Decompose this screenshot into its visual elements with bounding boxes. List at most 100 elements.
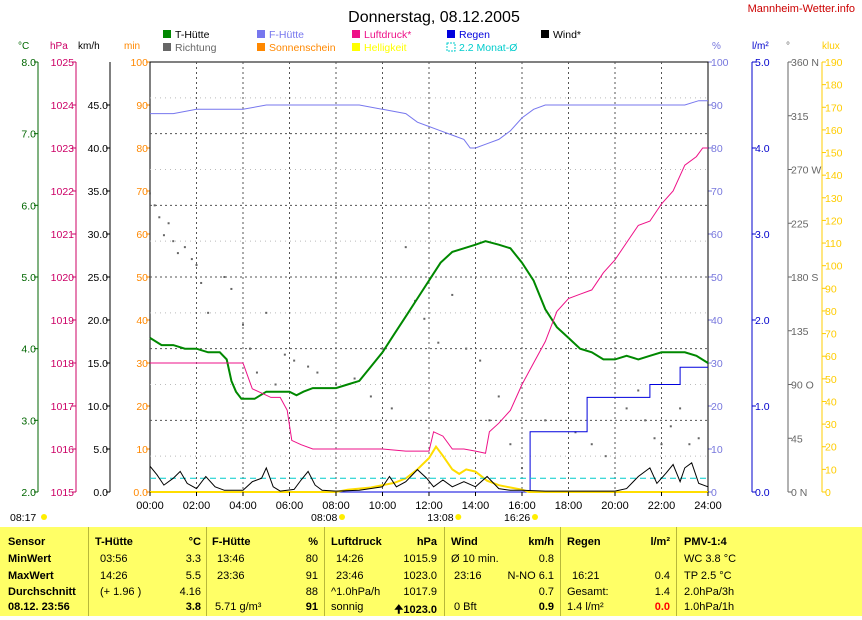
r-total-label: Gesamt: <box>567 586 609 598</box>
direction-point <box>353 377 356 380</box>
f-avg-value: 88 <box>305 586 318 598</box>
direction-point <box>274 383 277 386</box>
p-header: Luftdruck <box>331 536 382 548</box>
humidity_pct-tick-label: 80 <box>711 143 723 155</box>
direction-point <box>248 347 251 350</box>
t-max-value: 5.5 <box>185 570 201 582</box>
w-max-time: 23:16 <box>454 570 482 582</box>
direction-point <box>153 204 156 207</box>
legend-label: Richtung <box>175 42 217 54</box>
p-now-number: 1023.0 <box>403 604 437 616</box>
x-tick-label: 08:00 <box>322 500 350 512</box>
direction-point <box>172 240 175 243</box>
direction-point <box>369 395 372 398</box>
pressure_hpa-tick-label: 1020 <box>51 272 75 284</box>
direction-point <box>200 281 203 284</box>
wind_kmh-tick-label: 40.0 <box>88 143 109 155</box>
direction-point <box>167 222 170 225</box>
sun_min-tick-label: 90 <box>136 100 148 112</box>
w-header: Wind <box>451 536 478 548</box>
f-abs-humidity: 5.71 g/m³ <box>215 601 262 613</box>
t-now-value: 3.8 <box>185 601 201 613</box>
light_klux-tick-label: 110 <box>825 238 842 250</box>
humidity_pct-axis-label: % <box>712 41 721 52</box>
direction-point <box>390 407 393 410</box>
direction-point <box>497 395 500 398</box>
sun_min-tick-label: 30 <box>136 358 148 370</box>
sun_min-tick-label: 50 <box>136 272 148 284</box>
sun_min-tick-label: 60 <box>136 229 148 241</box>
x-tick-label: 06:00 <box>276 500 304 512</box>
p-avg-value: 1017.9 <box>403 586 437 598</box>
direction-point <box>423 317 426 320</box>
light_klux-tick-label: 80 <box>825 306 837 318</box>
grid <box>149 61 709 493</box>
direction-point <box>381 347 384 350</box>
direction-point <box>293 359 296 362</box>
x-tick-label: 14:00 <box>462 500 490 512</box>
pmv-trend-3h: 2.0hPa/3h <box>684 586 735 598</box>
legend-label: Regen <box>459 29 490 41</box>
legend-label: Helligkeit <box>364 42 407 54</box>
humidity_pct-tick-label: 10 <box>711 444 723 456</box>
humidity_pct-tick-label: 60 <box>711 229 723 241</box>
wind_kmh-tick-label: 25.0 <box>88 272 109 284</box>
axes: °C 2.0 3.0 4.0 5.0 6.0 7.0 8.0 hPa 1015 1016 1017 10… <box>18 41 843 499</box>
x-tick-label: 10:00 <box>369 500 397 512</box>
p-max-value: 1023.0 <box>403 570 437 582</box>
series-t-h-tte <box>149 240 709 400</box>
series-regen <box>150 366 708 493</box>
direction-point <box>242 323 244 326</box>
direction-point <box>307 365 310 368</box>
sun_min-tick-label: 0.0 <box>133 487 148 499</box>
w-min-value: 0.8 <box>538 553 554 565</box>
direction-point <box>255 371 258 374</box>
x-tick-label: 04:00 <box>229 500 257 512</box>
f-max-value: 91 <box>305 570 318 582</box>
light_klux-tick-label: 190 <box>825 57 843 69</box>
direction_deg-tick-label: 0 N <box>791 487 807 499</box>
pressure_hpa-tick-label: 1022 <box>51 186 75 198</box>
pressure_hpa-tick-label: 1023 <box>51 143 75 155</box>
r-now-value: 0.0 <box>654 601 670 613</box>
f-min-time: 13:46 <box>217 553 245 565</box>
direction-point <box>149 192 151 195</box>
light_klux-tick-label: 90 <box>825 283 837 295</box>
pmv-dewpoint: TP 2.5 °C <box>684 570 732 582</box>
w-min-period: Ø 10 min. <box>451 553 499 565</box>
p-now-value: 🠉1023.0 <box>394 601 437 620</box>
direction-point <box>265 311 268 314</box>
light_klux-tick-label: 100 <box>825 261 843 273</box>
legend-swatch <box>163 30 171 38</box>
site-link[interactable]: Mannheim-Wetter.info <box>748 3 855 15</box>
temp_c-tick-label: 8.0 <box>21 57 36 69</box>
direction-point <box>644 419 647 422</box>
rain_lm2-tick-label: 0.0 <box>755 487 770 499</box>
sun_min-tick-label: 20 <box>136 401 148 413</box>
humidity_pct-tick-label: 50 <box>711 272 723 284</box>
arrow-up-icon: 🠉 <box>394 604 404 616</box>
light_klux-tick-label: 40 <box>825 396 837 408</box>
light_klux-tick-label: 130 <box>825 193 843 205</box>
direction-point <box>488 419 491 422</box>
pressure_hpa-tick-label: 1017 <box>51 401 75 413</box>
r-total-value: 1.4 <box>654 586 670 598</box>
direction-point <box>625 407 628 410</box>
temp_c-axis-label: °C <box>18 41 29 52</box>
light_klux-tick-label: 70 <box>825 329 837 341</box>
wind_kmh-tick-label: 20.0 <box>88 315 109 327</box>
legend-label: T-Hütte <box>175 29 210 41</box>
now-label: 08.12. 23:56 <box>8 601 70 613</box>
direction-point <box>604 455 607 458</box>
min-label: MinWert <box>8 553 52 565</box>
legend-swatch <box>352 43 360 51</box>
r-now-total: 1.4 l/m² <box>567 601 604 613</box>
direction-point <box>283 353 286 356</box>
direction-point <box>637 389 640 392</box>
pressure_hpa-tick-label: 1025 <box>51 57 75 69</box>
humidity_pct-tick-label: 30 <box>711 358 723 370</box>
direction-point <box>437 341 440 344</box>
series-f-h-tte <box>150 100 708 149</box>
p-min-value: 1015.9 <box>403 553 437 565</box>
